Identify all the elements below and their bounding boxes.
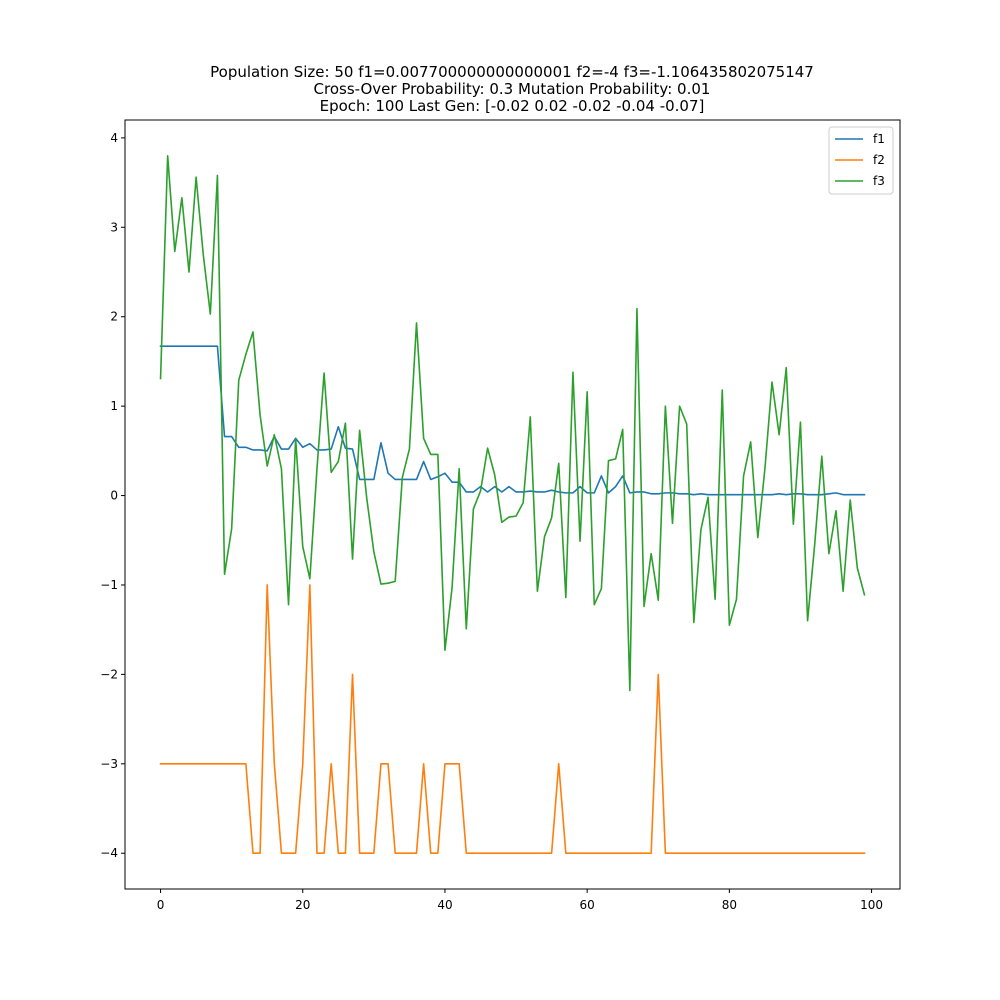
- x-tick-label-40: 40: [437, 898, 452, 912]
- x-tick-label-60: 60: [580, 898, 595, 912]
- series-layer: [159, 154, 866, 855]
- legend-label-f2: f2: [873, 153, 885, 167]
- y-tick-label--1: −1: [100, 578, 118, 592]
- title-line-3: Epoch: 100 Last Gen: [-0.02 0.02 -0.02 -…: [320, 97, 705, 115]
- y-tick-label-2: 2: [110, 310, 118, 324]
- y-tick-label-1: 1: [110, 399, 118, 413]
- legend-label-f1: f1: [873, 132, 885, 146]
- x-tick-label-0: 0: [157, 898, 165, 912]
- chart-title: Population Size: 50 f1=0.007700000000000…: [210, 63, 814, 115]
- series-line-f2: [159, 584, 866, 855]
- plot-frame: [124, 119, 901, 890]
- y-tick-label-0: 0: [110, 489, 118, 503]
- y-tick-label-4: 4: [110, 131, 118, 145]
- axes-layer: 0 20 40 60 80 100 −4 −3 −2 −1 0 1 2 3 4: [100, 119, 901, 912]
- y-tick-label--4: −4: [100, 846, 118, 860]
- series-line-f1: [159, 345, 866, 496]
- y-tick-label-3: 3: [110, 220, 118, 234]
- title-line-2: Cross-Over Probability: 0.3 Mutation Pro…: [314, 80, 711, 98]
- x-tick-label-100: 100: [860, 898, 883, 912]
- y-tick-label--2: −2: [100, 667, 118, 681]
- title-line-1: Population Size: 50 f1=0.007700000000000…: [210, 63, 814, 81]
- series-line-f3: [159, 154, 866, 692]
- x-tick-label-20: 20: [295, 898, 310, 912]
- legend-label-f3: f3: [873, 174, 885, 188]
- legend: f1 f2 f3: [828, 126, 894, 195]
- x-tick-label-80: 80: [722, 898, 737, 912]
- y-tick-label--3: −3: [100, 757, 118, 771]
